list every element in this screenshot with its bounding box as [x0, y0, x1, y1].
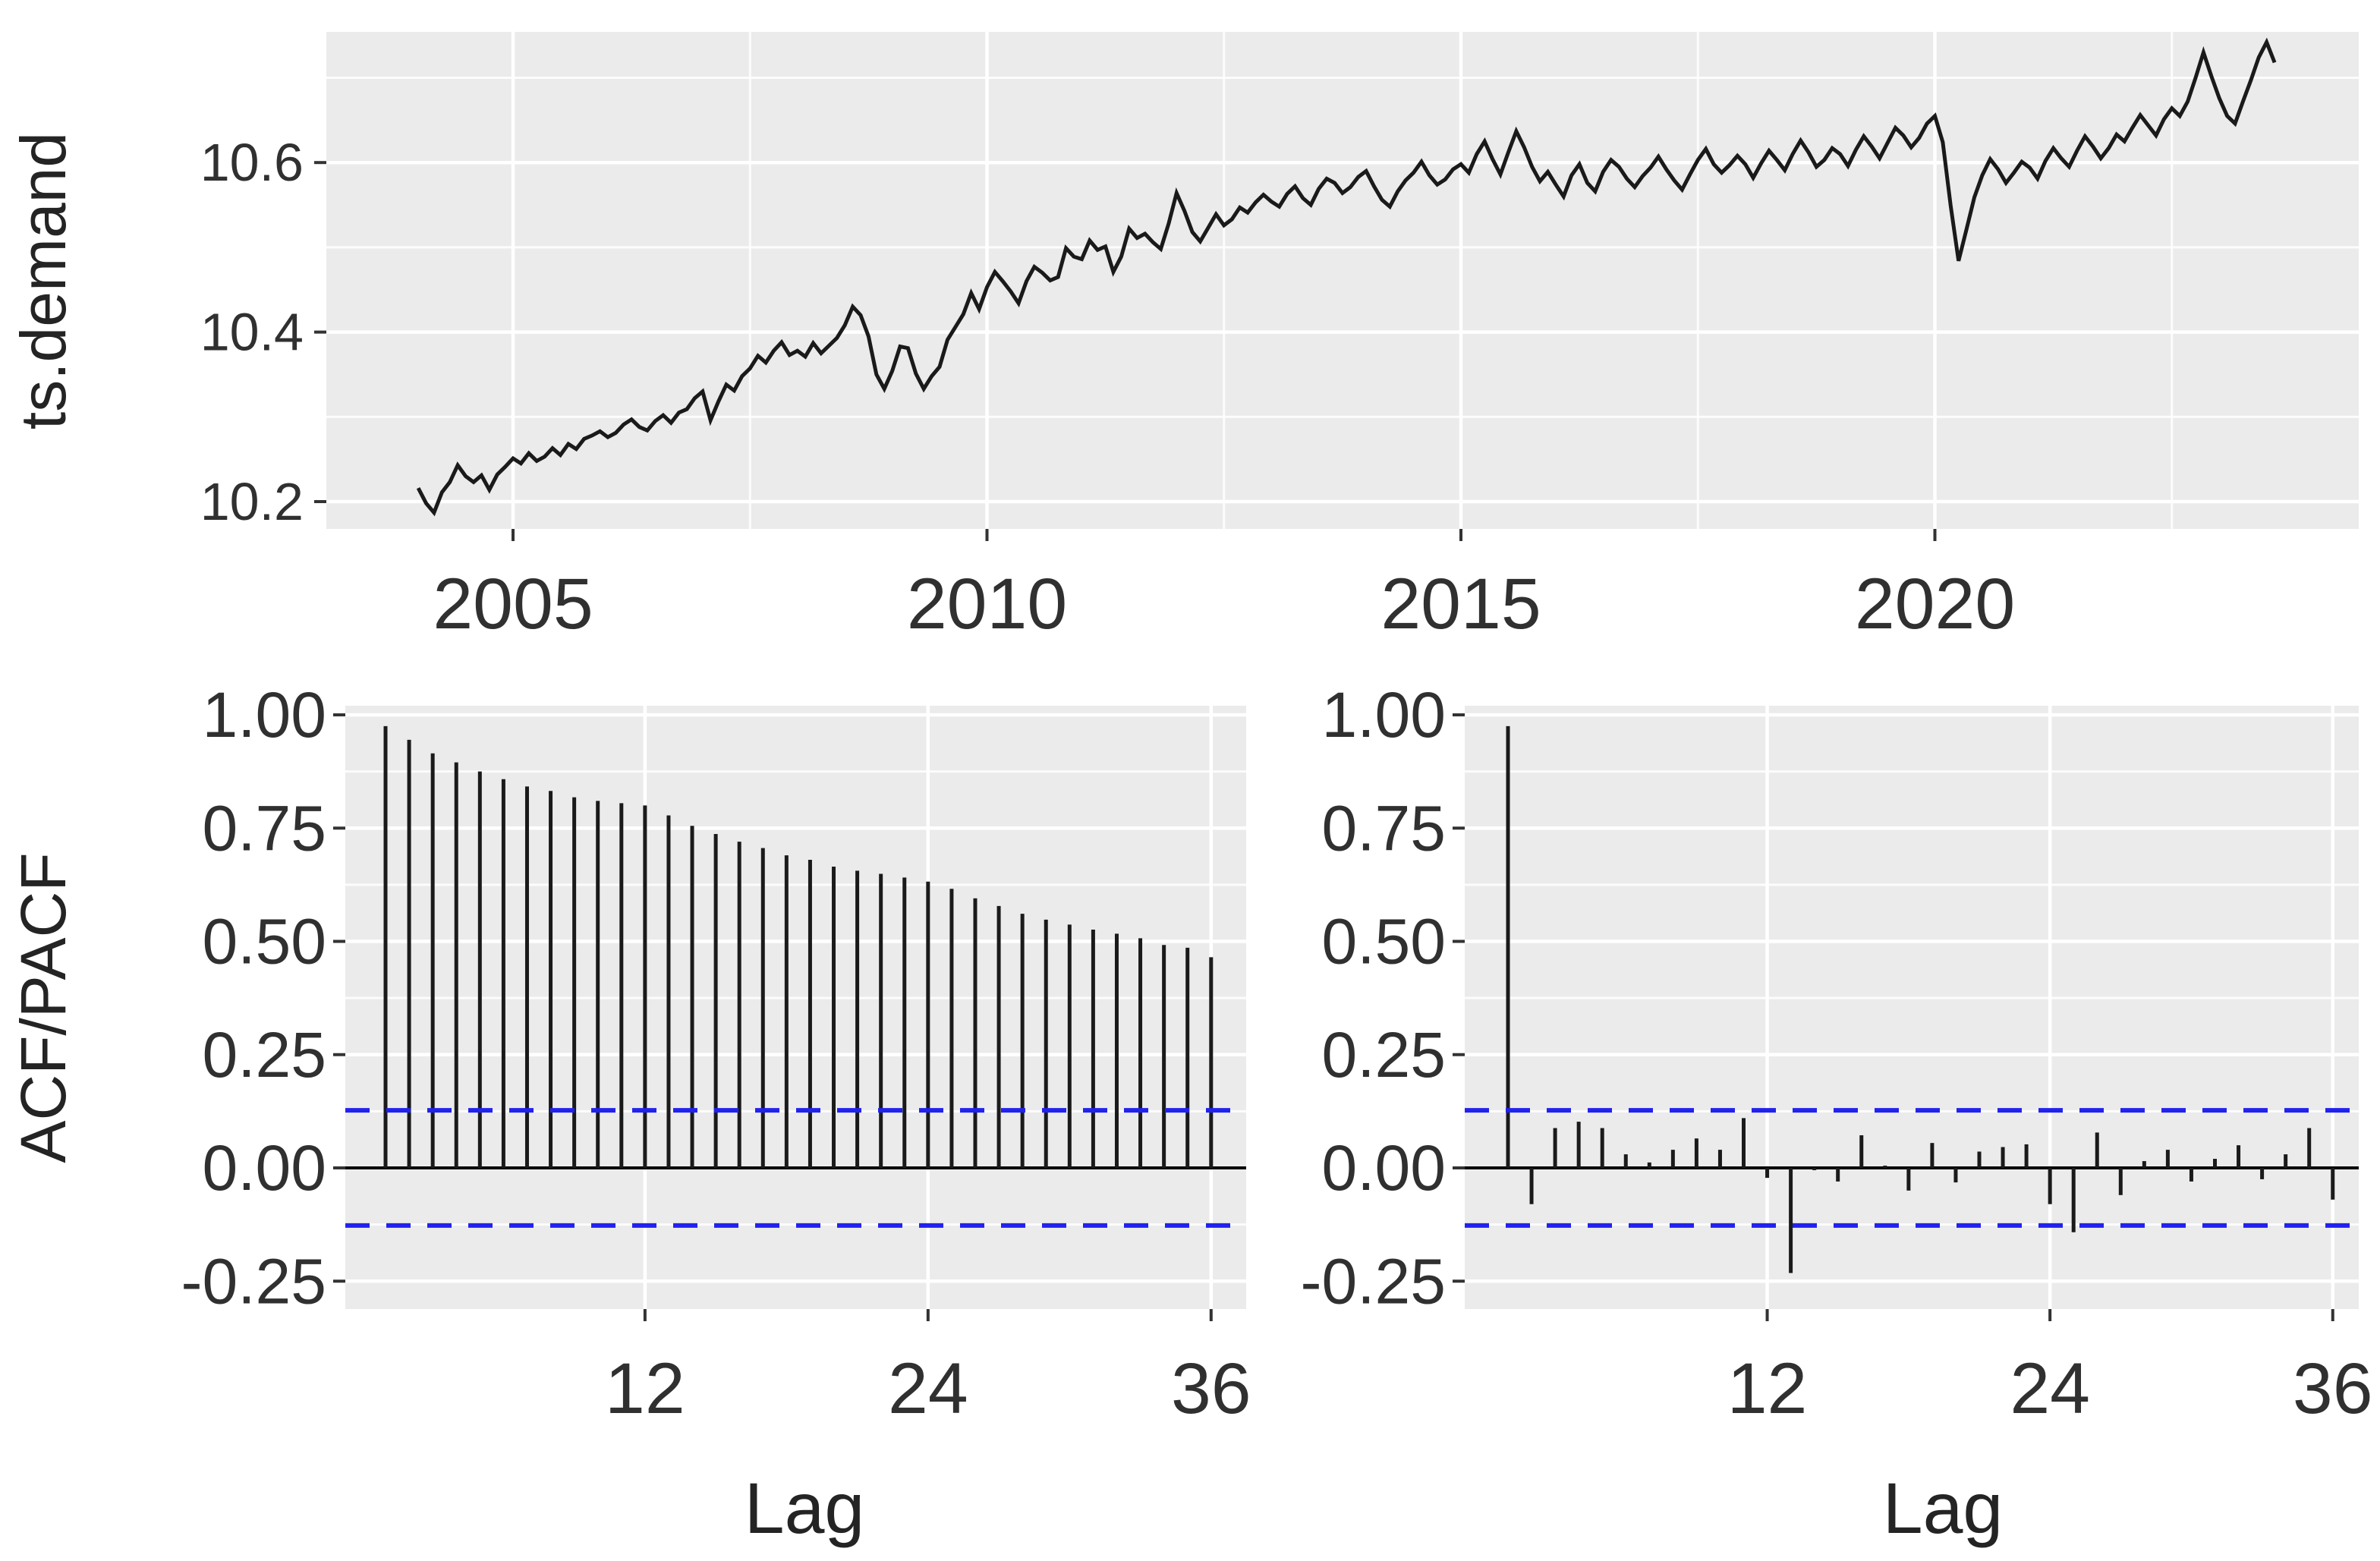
x-axis-title-lag-pacf: Lag — [1882, 1468, 2004, 1549]
y-tick-label-acf: -0.25 — [181, 1245, 326, 1317]
y-tick-label-pacf: 0.25 — [1322, 1019, 1447, 1090]
y-tick-label-pacf: 0.75 — [1322, 792, 1447, 864]
y-axis-title-timeseries: ts.demand — [8, 131, 79, 430]
axes-ticks: 10.2 10.4 10.6 2005 2010 2015 2020 1.00 1.00 0.75… — [181, 133, 2373, 1429]
y-tick-label-acf: 0.50 — [203, 906, 327, 977]
y-tick-label-pacf: 1.00 — [1322, 679, 1447, 751]
x-tick-label-timeseries: 2015 — [1380, 564, 1541, 644]
timeseries-panel-background — [326, 32, 2359, 529]
x-tick-label-pacf: 24 — [2010, 1349, 2090, 1429]
y-tick-label-pacf: 0.00 — [1322, 1132, 1447, 1204]
pacf-background — [1465, 706, 2359, 1309]
x-tick-label-acf: 24 — [888, 1349, 968, 1429]
x-tick-label-timeseries: 2020 — [1855, 564, 2015, 644]
acf-background — [345, 706, 1246, 1309]
y-tick-label-acf: 1.00 — [203, 679, 327, 751]
y-tick-label-acf: 0.25 — [203, 1019, 327, 1090]
timeseries-panel — [326, 32, 2359, 529]
x-tick-label-acf: 12 — [605, 1349, 685, 1429]
y-tick-label-timeseries: 10.4 — [200, 303, 304, 362]
y-tick-label-acf: 0.75 — [203, 792, 327, 864]
y-tick-label-timeseries: 10.2 — [200, 472, 304, 531]
pacf-panel — [1465, 706, 2359, 1309]
x-tick-label-timeseries: 2005 — [433, 564, 593, 644]
y-tick-label-pacf: 0.50 — [1322, 906, 1447, 977]
acf-panel — [345, 706, 1246, 1309]
y-axis-title-acf-pacf: ACF/PACF — [8, 852, 79, 1163]
x-axis-title-lag-acf: Lag — [744, 1468, 865, 1549]
ts-demand-line — [416, 37, 2277, 517]
y-tick-label-timeseries: 10.6 — [200, 133, 304, 192]
x-tick-label-pacf: 36 — [2293, 1349, 2373, 1429]
x-tick-label-pacf: 12 — [1727, 1349, 1808, 1429]
x-tick-label-acf: 36 — [1171, 1349, 1251, 1429]
x-tick-label-timeseries: 2010 — [907, 564, 1067, 644]
y-tick-label-pacf: -0.25 — [1301, 1245, 1446, 1317]
y-tick-label-acf: 0.00 — [203, 1132, 327, 1204]
